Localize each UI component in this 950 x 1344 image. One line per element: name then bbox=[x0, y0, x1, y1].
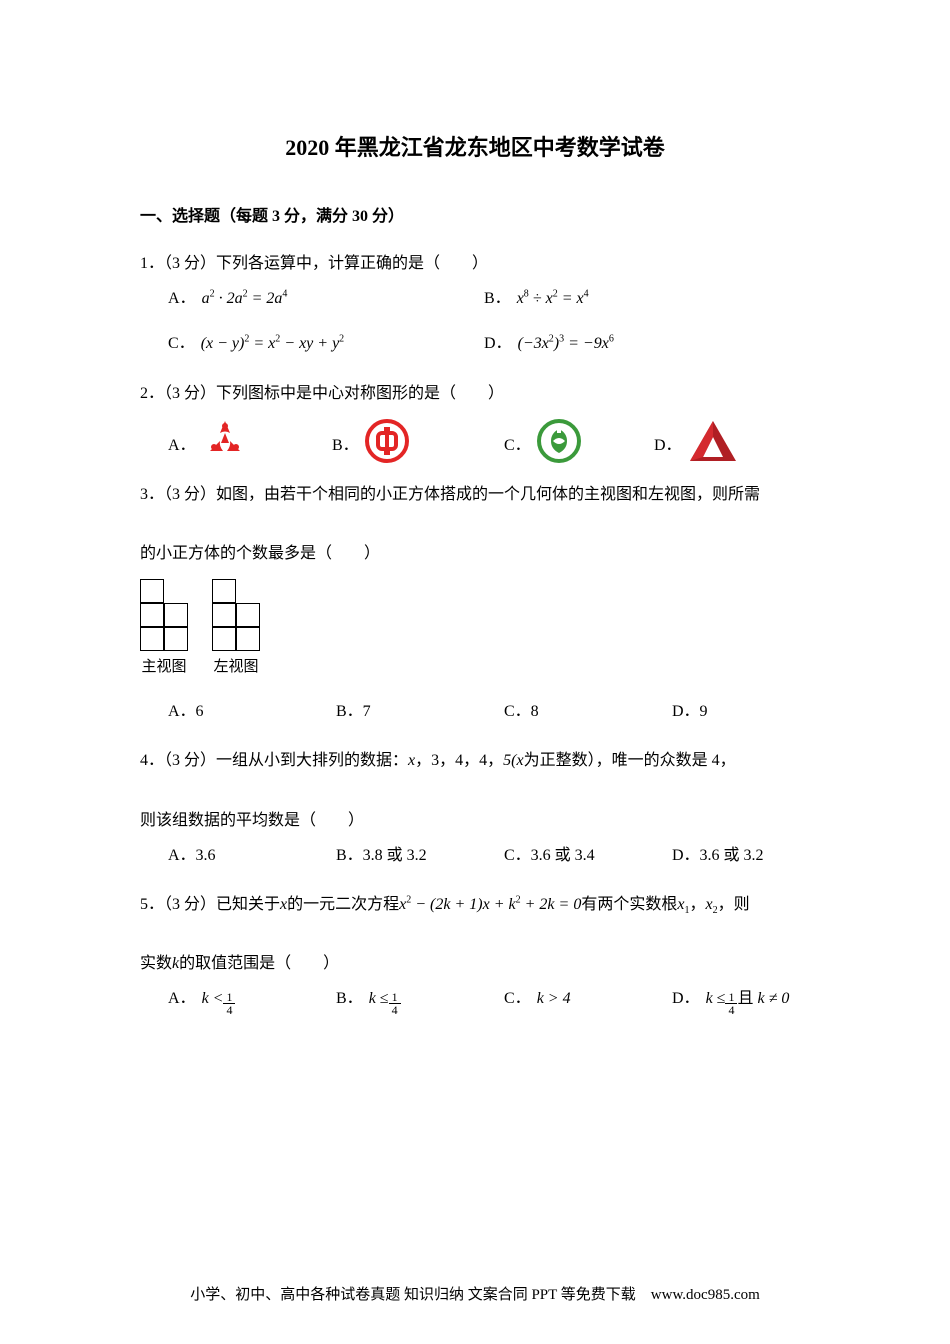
q3-stem1: 3．（3 分）如图，由若干个相同的小正方体搭成的一个几何体的主视图和左视图，则所… bbox=[140, 477, 760, 512]
q5-s2b: 的取值范围是 bbox=[179, 946, 275, 981]
bank-of-china-icon bbox=[365, 419, 409, 463]
q4-stem2: 则该组数据的平均数是 bbox=[140, 803, 300, 838]
q5-blank: （ ） bbox=[275, 946, 339, 981]
exam-page: 2020 年黑龙江省龙东地区中考数学试卷 一、选择题（每题 3 分，满分 30 … bbox=[0, 0, 950, 1344]
exam-title: 2020 年黑龙江省龙东地区中考数学试卷 bbox=[140, 130, 810, 162]
q4-stem1a: 4．（3 分）一组从小到大排列的数据： bbox=[140, 743, 408, 778]
q5-x1: x1 bbox=[677, 887, 689, 922]
q1-stem: 1．（3 分）下列各运算中，计算正确的是 bbox=[140, 246, 424, 281]
q5-x: x bbox=[280, 887, 287, 922]
abc-bank-icon bbox=[537, 419, 581, 463]
q3-option-c: C．8 bbox=[504, 694, 672, 729]
page-footer: 小学、初中、高中各种试卷真题 知识归纳 文案合同 PPT 等免费下载 www.d… bbox=[0, 1283, 950, 1304]
question-2: 2．（3 分）下列图标中是中心对称图形的是 （ ） A． bbox=[140, 376, 810, 463]
q3-stem2: 的小正方体的个数最多是 bbox=[140, 536, 316, 571]
q4-option-d: D．3.6 或 3.2 bbox=[672, 838, 764, 873]
q5-eq: x2 − (2k + 1)x + k2 + 2k = 0 bbox=[399, 887, 581, 922]
q4-blank: （ ） bbox=[300, 803, 364, 838]
main-view bbox=[140, 579, 188, 651]
q4-stem1c: 为正整数），唯一的众数是 4， bbox=[524, 743, 736, 778]
q5-s1a: 5．（3 分）已知关于 bbox=[140, 887, 280, 922]
triangle-icon bbox=[688, 419, 738, 463]
q4-x: x bbox=[408, 743, 415, 778]
q5-option-d: D． k ≤ 14 且 k ≠ 0 bbox=[672, 981, 789, 1016]
section-header: 一、选择题（每题 3 分，满分 30 分） bbox=[140, 202, 810, 226]
main-view-label: 主视图 bbox=[140, 651, 188, 684]
q2-option-c: C． bbox=[504, 419, 654, 463]
q3-option-b: B．7 bbox=[336, 694, 504, 729]
question-3: 3．（3 分）如图，由若干个相同的小正方体搭成的一个几何体的主视图和左视图，则所… bbox=[140, 477, 810, 730]
q5-option-c: C． k > 4 bbox=[504, 981, 672, 1016]
q2-option-a: A． bbox=[168, 417, 332, 463]
q1-option-a: A． a2 · 2a2 = 2a4 bbox=[168, 281, 484, 316]
left-view bbox=[212, 579, 260, 651]
q5-s1d: ， bbox=[689, 887, 705, 922]
q3-option-d: D．9 bbox=[672, 694, 708, 729]
views-figure: 主视图 左视图 bbox=[140, 579, 810, 684]
q5-s1e: ，则 bbox=[718, 887, 750, 922]
left-view-label: 左视图 bbox=[212, 651, 260, 684]
q4-stem1b: ，3，4，4， bbox=[415, 743, 503, 778]
question-5: 5．（3 分）已知关于 x 的一元二次方程 x2 − (2k + 1)x + k… bbox=[140, 887, 810, 1017]
q5-s1c: 有两个实数根 bbox=[581, 887, 677, 922]
q4-5x: 5(x bbox=[503, 743, 523, 778]
q5-s2a: 实数 bbox=[140, 946, 172, 981]
q5-s1b: 的一元二次方程 bbox=[287, 887, 399, 922]
q5-option-a: A． k < 14 bbox=[168, 981, 336, 1016]
people-icon bbox=[202, 417, 248, 463]
q5-option-b: B． k ≤ 14 bbox=[336, 981, 504, 1016]
q1-option-c: C． (x − y)2 = x2 − xy + y2 bbox=[168, 326, 484, 361]
q4-option-a: A．3.6 bbox=[168, 838, 336, 873]
q2-blank: （ ） bbox=[440, 376, 504, 411]
q1-blank: （ ） bbox=[424, 246, 488, 281]
q3-blank: （ ） bbox=[316, 536, 380, 571]
question-1: 1．（3 分）下列各运算中，计算正确的是 （ ） A． a2 · 2a2 = 2… bbox=[140, 246, 810, 362]
q2-option-d: D． bbox=[654, 419, 738, 463]
q3-option-a: A．6 bbox=[168, 694, 336, 729]
question-4: 4．（3 分）一组从小到大排列的数据： x ，3，4，4， 5(x 为正整数），… bbox=[140, 743, 810, 873]
q4-option-b: B．3.8 或 3.2 bbox=[336, 838, 504, 873]
q1-option-d: D． (−3x2)3 = −9x6 bbox=[484, 326, 614, 361]
q5-x2: x2 bbox=[705, 887, 717, 922]
q2-stem: 2．（3 分）下列图标中是中心对称图形的是 bbox=[140, 376, 440, 411]
q2-option-b: B． bbox=[332, 419, 504, 463]
q1-option-b: B． x8 ÷ x2 = x4 bbox=[484, 281, 589, 316]
q5-k: k bbox=[172, 946, 179, 981]
q4-option-c: C．3.6 或 3.4 bbox=[504, 838, 672, 873]
